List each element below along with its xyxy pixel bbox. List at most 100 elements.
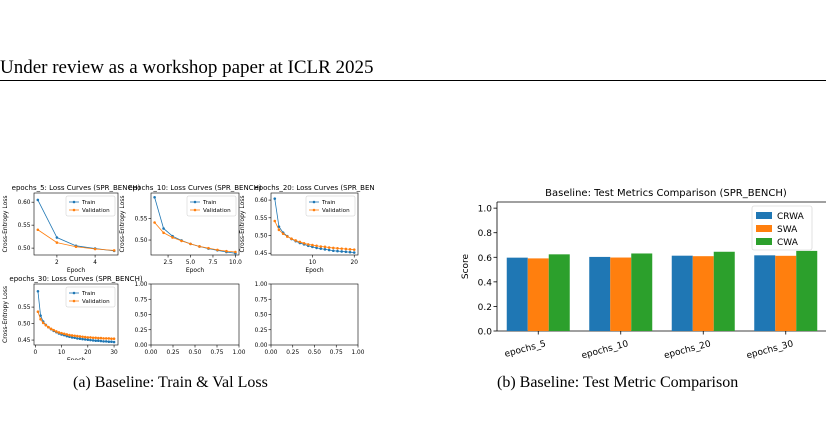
figure-panels: epochs_5: Loss Curves (SPR_BENCH) 2 4 0.50 0… (2, 184, 826, 360)
subplot-4-ylabel: Cross-Entropy Loss (2, 286, 9, 343)
subplot-2-point (198, 245, 201, 248)
bar-chart-legend-swatch (756, 212, 772, 219)
subplot-2-point (153, 221, 156, 224)
bar-swa-epochs_20 (692, 256, 714, 331)
page-header: Under review as a workshop paper at ICLR… (0, 57, 374, 78)
subplot-4-point (47, 325, 50, 329)
subplot-3-legend (305, 195, 356, 217)
subplot-1-point (36, 198, 40, 202)
subplot-4-point (62, 332, 66, 336)
subplot-4-point (107, 337, 111, 340)
subplot-4-point (112, 337, 116, 341)
subplot-4-point (36, 310, 40, 313)
subplot-4-xtick-label: 0 (33, 350, 37, 356)
subplot-6-xtick-label: 0.25 (286, 350, 299, 356)
subplot-2-legend-marker (193, 200, 197, 204)
subplot-3-point (352, 248, 356, 251)
subplot-4-title: epochs_30: Loss Curves (SPR_BENCH) (9, 275, 142, 283)
bar-chart-ytick-label: 0.6 (478, 254, 493, 264)
subplot-3-point (336, 246, 339, 250)
bar-cwa-epochs_5 (548, 254, 570, 331)
subplot-1-legend-marker (72, 208, 76, 212)
bar-chart-title: Baseline: Test Metrics Comparison (SPR_B… (545, 188, 787, 199)
subplot-1-legend-label: Validation (82, 208, 110, 214)
subplot-2-point (207, 246, 210, 250)
subplot-3-point (277, 225, 281, 228)
subplot-6-ytick-label: 0.75 (255, 297, 268, 303)
subplot-4-legend-marker (72, 291, 76, 295)
subplot-3-point (332, 249, 335, 253)
subplot-6-xtick-label: 1.00 (352, 350, 365, 356)
subplot-3-ytick-label: 0.55 (255, 216, 268, 222)
subplot-3-point (286, 235, 289, 238)
subplot-4-point (104, 337, 108, 340)
subplot-4-point (104, 340, 108, 343)
subplot-4-legend-marker (72, 299, 76, 303)
bar-chart-ytick-label: 0.4 (478, 278, 493, 288)
subplot-2-point (171, 236, 174, 239)
subplot-2-title: epochs_10: Loss Curves (SPR_BENCH) (128, 184, 261, 192)
subplot-3-xlabel: Epoch (305, 267, 324, 274)
caption-a: (a) Baseline: Train & Val Loss (73, 374, 268, 391)
subplot-3-title: epochs_20: Loss Curves (SPR_BEN (254, 184, 374, 192)
subplot-4-point (78, 335, 82, 338)
subplot-4-point (57, 331, 61, 334)
bar-chart-xtick-label: epochs_20 (663, 339, 712, 360)
subplot-1-ytick-label: 0.60 (18, 200, 31, 206)
subplot-3-point (315, 244, 318, 248)
subplot-4-xtick-label: 10 (58, 350, 66, 356)
subplot-3-point (294, 239, 297, 242)
subplot-3-point (311, 243, 314, 247)
subplot-4-point (99, 336, 103, 340)
bar-crwa-epochs_5 (506, 257, 528, 331)
subplot-1-title: epochs_5: Loss Curves (SPR_BENCH) (12, 184, 141, 192)
subplot-4-point (83, 338, 87, 341)
subplot-2-point (180, 239, 183, 243)
subplot-1-ylabel: Cross-Entropy Loss (2, 196, 9, 253)
subplot-1-xtick-label: 4 (93, 260, 97, 266)
subplot-5-xtick-label: 0.50 (189, 350, 202, 356)
subplot-2-series-line-validation (154, 222, 236, 253)
subplot-4-point (97, 336, 100, 340)
subplot-1-point (36, 228, 40, 232)
bar-chart-xtick-label: epochs_10 (581, 339, 630, 360)
bar-swa-epochs_30 (775, 255, 797, 331)
subplot-3-legend-label: Train (321, 200, 336, 206)
subplot-3-ytick-label: 0.50 (255, 234, 268, 240)
subplot-4-xtick-label: 20 (84, 350, 92, 356)
subplot-1-ytick-label: 0.55 (18, 223, 31, 229)
subplot-2-point (162, 227, 165, 230)
subplot-3-point (352, 251, 356, 254)
subplot-4-point (107, 340, 111, 344)
bar-cwa-epochs_10 (631, 253, 653, 331)
subplot-6-ytick-label: 0.25 (255, 328, 268, 334)
bar-crwa-epochs_30 (754, 255, 776, 331)
bar-chart-legend-label: CWA (777, 238, 799, 248)
subplot-3-ytick-label: 0.60 (255, 198, 268, 204)
subplot-1-ytick-label: 0.50 (18, 246, 31, 252)
subplot-2-ytick-label: 0.55 (135, 217, 148, 223)
subplot-4-point (70, 334, 74, 337)
subplot-4-point (86, 338, 90, 342)
subplot-3-point (344, 250, 348, 254)
subplot-2-point (153, 195, 156, 199)
subplot-6-ytick-label: 0.00 (255, 343, 268, 349)
subplot-4-point (94, 339, 97, 343)
bar-chart-ytick-label: 0.8 (478, 229, 493, 239)
subplot-2-xtick-label: 2.5 (163, 260, 173, 266)
bar-chart-legend-swatch (756, 225, 772, 232)
subplot-3-point (336, 249, 339, 253)
subplot-2-point (234, 250, 237, 254)
subplot-4-point (73, 336, 76, 340)
subplot-4-point (81, 337, 84, 341)
subplot-3-point (319, 247, 323, 250)
subplot-3-point (273, 197, 277, 200)
subplot-4-legend (65, 286, 116, 308)
subplot-4-point (73, 334, 76, 338)
bar-chart-ytick-label: 1.0 (478, 205, 493, 215)
subplot-1-point (112, 249, 116, 252)
subplot-4-point (39, 317, 42, 321)
subplot-4-xlabel: Epoch (67, 357, 86, 360)
subplot-4-legend-label: Validation (82, 299, 110, 305)
subplot-2-xtick-label: 5.0 (186, 260, 196, 266)
